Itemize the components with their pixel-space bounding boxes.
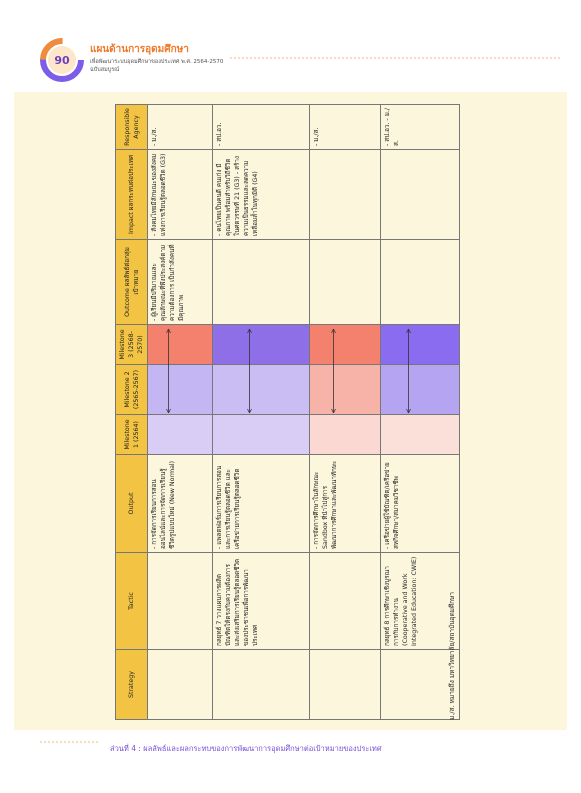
arrow — [408, 408, 411, 414]
arrow — [333, 408, 336, 414]
footnote: ม./ส. หมายถึง มหาวิทยาลัย/สถาบันอุดมศึกษ… — [448, 592, 456, 720]
arrow — [249, 328, 252, 334]
header-title: แผนด้านการอุดมศึกษา — [90, 43, 189, 55]
page-number: 90 — [54, 54, 70, 67]
milestone-arrows — [166, 328, 411, 414]
arrow — [247, 408, 250, 414]
table-wrap: Strategy Tactic Output Milestone 1 (2564) Mi… — [115, 104, 460, 720]
arrow — [168, 408, 171, 414]
arrow — [168, 328, 171, 334]
arrow — [166, 328, 169, 334]
page-badge — [48, 46, 76, 74]
arrow — [247, 328, 250, 334]
ring — [40, 38, 84, 82]
header-edition: ฉบับสมบูรณ์ — [90, 66, 119, 73]
arrow — [333, 328, 336, 334]
arrow — [331, 328, 334, 334]
arrow — [331, 408, 334, 414]
rotated-table: Strategy Tactic Output Milestone 1 (2564) Mi… — [115, 104, 460, 720]
arrow — [408, 328, 411, 334]
header-graphic: 90 แผนด้านการอุดมศึกษา เพื่อพัฒนาระบบอุด… — [40, 38, 560, 82]
arrow — [406, 328, 409, 334]
header-subtitle: เพื่อพัฒนาระบบอุดมศึกษาของประเทศ พ.ศ. 25… — [90, 57, 224, 65]
arrow — [249, 408, 252, 414]
footer: ส่วนที่ 4 : ผลลัพธ์และผลกระทบของการพัฒนา… — [110, 744, 382, 753]
arrow — [406, 408, 409, 414]
arrow — [166, 408, 169, 414]
ring — [40, 38, 84, 82]
